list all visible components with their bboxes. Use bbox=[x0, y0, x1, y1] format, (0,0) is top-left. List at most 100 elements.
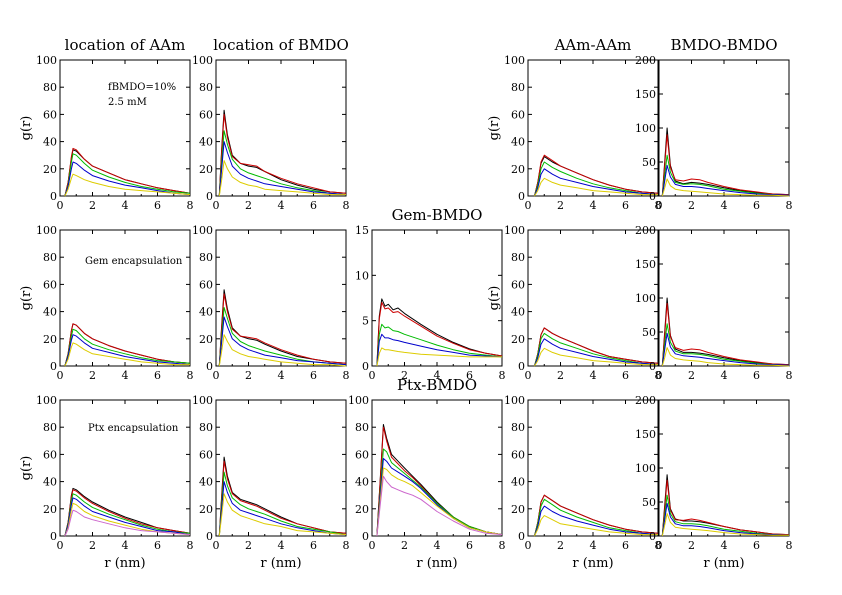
series-line-0 bbox=[534, 156, 659, 197]
x-tick-label: 6 bbox=[310, 539, 317, 552]
x-tick-label: 4 bbox=[122, 369, 129, 382]
series-line-3 bbox=[534, 338, 659, 367]
x-axis-label: r (nm) bbox=[104, 556, 145, 571]
series-line-4 bbox=[661, 347, 790, 367]
series-line-4 bbox=[661, 513, 789, 537]
x-tick-label: 6 bbox=[753, 199, 760, 212]
y-tick-label: 50 bbox=[642, 156, 656, 169]
plot-frame bbox=[59, 59, 191, 197]
panel-annotation: Ptx encapsulation bbox=[88, 423, 179, 434]
series-line-1 bbox=[534, 154, 659, 197]
series-line-3 bbox=[64, 334, 191, 367]
y-tick-label: 200 bbox=[635, 54, 656, 67]
x-tick-label: 8 bbox=[786, 369, 793, 382]
y-tick-label: 100 bbox=[635, 292, 656, 305]
y-tick-label: 0 bbox=[518, 530, 525, 543]
rdf-panel-6: 0 2 4 6 8 0 5 10 15 Gem-BMDO bbox=[355, 206, 506, 382]
y-tick-label: 0 bbox=[649, 190, 656, 203]
y-tick-label: 100 bbox=[504, 224, 525, 237]
x-tick-label: 2 bbox=[245, 539, 252, 552]
series-line-1 bbox=[64, 147, 191, 197]
panel-annotation: 2.5 mM bbox=[108, 97, 147, 108]
y-tick-label: 20 bbox=[355, 503, 369, 516]
series-line-1 bbox=[376, 302, 503, 367]
x-tick-label: 8 bbox=[655, 199, 662, 212]
y-tick-label: 80 bbox=[511, 251, 525, 264]
y-tick-label: 100 bbox=[192, 54, 213, 67]
y-tick-label: 60 bbox=[511, 278, 525, 291]
x-tick-label: 0 bbox=[57, 539, 64, 552]
x-tick-label: 8 bbox=[343, 369, 350, 382]
series-line-0 bbox=[64, 487, 191, 537]
series-line-2 bbox=[534, 161, 659, 197]
x-tick-label: 0 bbox=[525, 199, 532, 212]
series-line-2 bbox=[64, 153, 191, 197]
series-line-4 bbox=[376, 467, 503, 537]
y-tick-label: 0 bbox=[50, 530, 57, 543]
y-tick-label: 100 bbox=[192, 224, 213, 237]
x-tick-label: 2 bbox=[557, 199, 564, 212]
x-tick-label: 2 bbox=[557, 539, 564, 552]
y-tick-label: 100 bbox=[635, 122, 656, 135]
y-tick-label: 50 bbox=[642, 496, 656, 509]
y-tick-label: 0 bbox=[649, 530, 656, 543]
x-tick-label: 2 bbox=[245, 199, 252, 212]
x-tick-label: 4 bbox=[434, 369, 441, 382]
y-tick-label: 60 bbox=[199, 278, 213, 291]
x-axis-label: r (nm) bbox=[416, 556, 457, 571]
x-tick-label: 0 bbox=[57, 369, 64, 382]
y-tick-label: 60 bbox=[43, 108, 57, 121]
y-tick-label: 0 bbox=[518, 190, 525, 203]
y-tick-label: 0 bbox=[206, 530, 213, 543]
series-line-4 bbox=[661, 178, 790, 197]
plot-frame bbox=[59, 229, 191, 367]
series-line-4 bbox=[534, 177, 658, 197]
x-tick-label: 6 bbox=[310, 369, 317, 382]
y-tick-label: 40 bbox=[43, 476, 57, 489]
y-tick-label: 200 bbox=[635, 394, 656, 407]
x-tick-label: 0 bbox=[369, 369, 376, 382]
y-tick-label: 60 bbox=[511, 448, 525, 461]
x-tick-label: 6 bbox=[622, 539, 629, 552]
y-tick-label: 80 bbox=[43, 421, 57, 434]
x-tick-label: 4 bbox=[122, 199, 129, 212]
y-tick-label: 10 bbox=[355, 269, 369, 282]
series-line-4 bbox=[64, 173, 191, 197]
y-tick-label: 40 bbox=[511, 306, 525, 319]
panel-title: Gem-BMDO bbox=[392, 206, 483, 224]
y-tick-label: 0 bbox=[362, 530, 369, 543]
x-tick-label: 6 bbox=[622, 199, 629, 212]
y-tick-label: 5 bbox=[362, 315, 369, 328]
y-tick-label: 60 bbox=[43, 448, 57, 461]
x-tick-label: 0 bbox=[213, 369, 220, 382]
panel-annotation: fBMDO=10% bbox=[108, 82, 176, 93]
x-tick-label: 2 bbox=[89, 369, 96, 382]
y-tick-label: 200 bbox=[635, 224, 656, 237]
series-line-0 bbox=[218, 109, 347, 197]
panel-title: BMDO-BMDO bbox=[670, 36, 777, 54]
y-tick-label: 80 bbox=[199, 421, 213, 434]
y-tick-label: 100 bbox=[504, 54, 525, 67]
x-tick-label: 2 bbox=[89, 199, 96, 212]
x-tick-label: 8 bbox=[343, 199, 350, 212]
x-tick-label: 6 bbox=[753, 369, 760, 382]
y-tick-label: 40 bbox=[355, 476, 369, 489]
series-line-3 bbox=[64, 161, 191, 197]
series-line-1 bbox=[218, 293, 347, 367]
series-line-2 bbox=[64, 493, 191, 537]
y-tick-label: 60 bbox=[355, 448, 369, 461]
y-tick-label: 100 bbox=[36, 224, 57, 237]
y-tick-label: 40 bbox=[511, 136, 525, 149]
y-tick-label: 0 bbox=[362, 360, 369, 373]
y-tick-label: 40 bbox=[43, 136, 57, 149]
series-line-2 bbox=[661, 494, 790, 537]
y-tick-label: 20 bbox=[511, 333, 525, 346]
series-line-2 bbox=[376, 323, 503, 367]
plot-frame bbox=[59, 399, 191, 537]
